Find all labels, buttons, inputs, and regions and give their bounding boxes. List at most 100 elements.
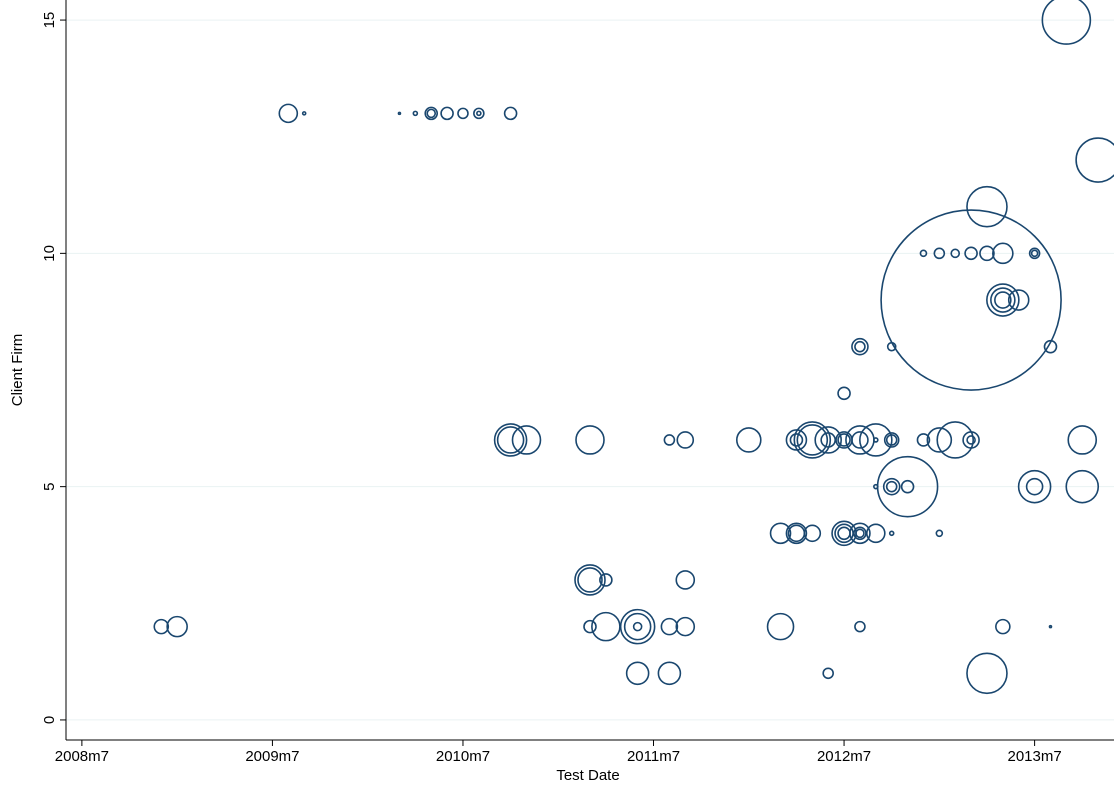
bubble xyxy=(849,522,871,545)
bubble xyxy=(859,423,893,457)
bubble xyxy=(1041,0,1092,45)
bubble xyxy=(900,479,915,494)
bubble xyxy=(657,661,682,686)
bubble xyxy=(966,435,976,445)
bubble xyxy=(1007,289,1030,311)
bubble xyxy=(886,341,897,352)
bubble xyxy=(625,661,650,686)
y-tick-label: 5 xyxy=(41,482,58,490)
bubble xyxy=(919,249,928,258)
bubble xyxy=(964,246,978,261)
bubble xyxy=(511,425,542,455)
bubble xyxy=(814,426,842,454)
bubble xyxy=(735,427,762,453)
bubble xyxy=(962,431,980,449)
bubble xyxy=(503,106,518,121)
bubble xyxy=(837,433,851,447)
y-tick-label: 0 xyxy=(41,716,58,724)
bubble xyxy=(278,103,299,124)
bubble xyxy=(301,111,307,116)
bubble xyxy=(426,108,437,119)
bubble xyxy=(851,431,869,449)
bubble xyxy=(936,421,975,459)
bubble xyxy=(619,608,656,645)
y-tick-label: 15 xyxy=(41,12,58,29)
bubble xyxy=(1067,425,1098,455)
bubble xyxy=(166,615,188,638)
bubble xyxy=(853,526,867,541)
y-tick-label: 10 xyxy=(41,245,58,262)
bubble xyxy=(966,185,1008,228)
bubble xyxy=(577,567,603,593)
bubble xyxy=(979,245,995,262)
bubble xyxy=(675,616,696,637)
bubble xyxy=(1017,469,1052,504)
bubble xyxy=(676,431,695,449)
bubble xyxy=(660,617,679,636)
x-tick-label: 2010m7 xyxy=(436,748,490,765)
bubble xyxy=(1025,477,1044,496)
bubble xyxy=(803,524,822,543)
bubble xyxy=(1030,249,1039,258)
bubble xyxy=(457,107,469,120)
bubble xyxy=(885,434,898,446)
bubble xyxy=(785,522,808,545)
y-axis-title: Client Firm xyxy=(9,334,26,407)
bubble xyxy=(885,480,898,493)
bubble xyxy=(854,340,866,353)
bubble xyxy=(855,528,865,539)
bubble xyxy=(583,619,597,634)
bubble xyxy=(994,291,1012,309)
bubble xyxy=(574,564,606,596)
bubble xyxy=(789,433,804,447)
bubble xyxy=(1048,624,1053,629)
bubble xyxy=(851,337,869,356)
bubble xyxy=(575,425,605,455)
x-tick-label: 2008m7 xyxy=(55,748,109,765)
bubble xyxy=(1075,137,1114,183)
x-tick-label: 2013m7 xyxy=(1007,748,1061,765)
bubble xyxy=(880,209,1062,391)
bubble xyxy=(926,427,953,453)
bubble xyxy=(153,618,170,635)
bubble xyxy=(933,247,946,260)
bubble xyxy=(935,529,944,538)
bubble xyxy=(986,283,1020,317)
bubble xyxy=(1028,247,1041,260)
bubble xyxy=(440,106,454,121)
bubble xyxy=(796,424,829,456)
bubble xyxy=(599,573,613,587)
bubble xyxy=(397,111,402,116)
bubble xyxy=(888,530,895,537)
bubble xyxy=(769,522,792,545)
bubble xyxy=(412,110,419,117)
bubble xyxy=(822,667,834,680)
bubble xyxy=(995,618,1011,635)
bubble xyxy=(1065,469,1100,504)
bubble xyxy=(496,426,525,454)
bubble xyxy=(675,570,696,590)
x-tick-label: 2012m7 xyxy=(817,748,871,765)
bubble xyxy=(992,242,1014,265)
bubble xyxy=(873,437,879,443)
bubble xyxy=(883,432,900,448)
bubble xyxy=(632,621,643,632)
bubble xyxy=(866,523,886,544)
bubble xyxy=(990,287,1016,313)
bubble xyxy=(820,432,836,448)
x-axis-title: Test Date xyxy=(556,767,619,784)
bubble xyxy=(950,248,961,259)
x-tick-label: 2009m7 xyxy=(245,748,299,765)
bubble xyxy=(854,620,866,633)
bubble xyxy=(663,434,676,446)
bubble xyxy=(493,423,528,457)
bubble xyxy=(424,106,439,121)
bubble xyxy=(476,110,482,117)
bubble xyxy=(882,477,901,496)
bubble xyxy=(834,523,854,544)
bubble xyxy=(766,612,795,641)
bubble xyxy=(623,612,652,641)
